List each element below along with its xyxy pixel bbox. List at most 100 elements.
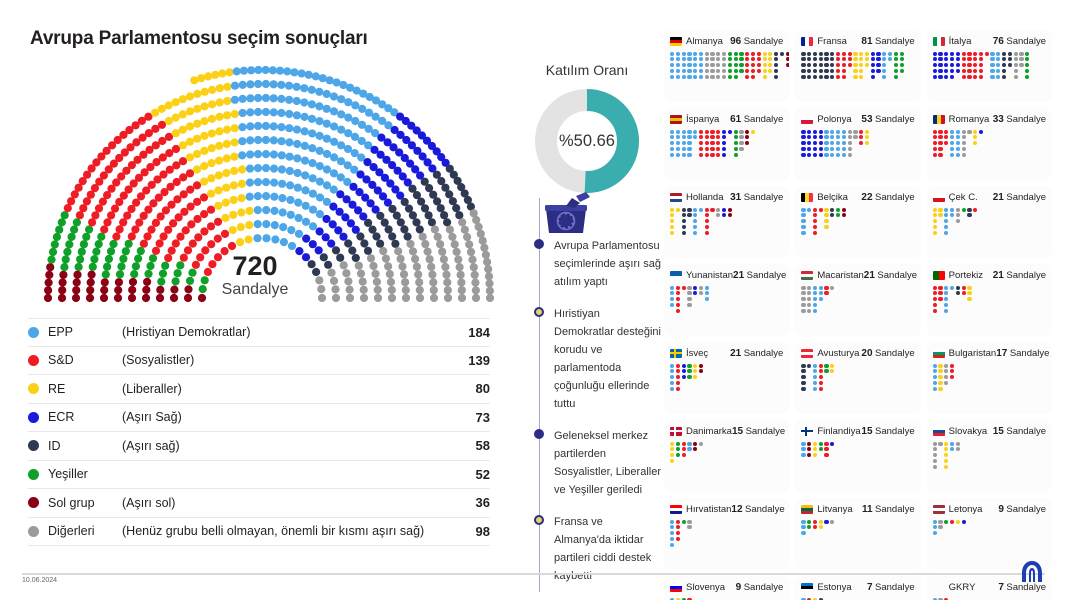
seat-column [807,285,812,313]
seat-column [801,51,806,79]
footer-date: 10.06.2024 [22,577,58,584]
seat-dot [950,74,955,79]
seat-dot [864,129,870,134]
seat-dot [704,224,709,230]
country-name: İsveç [686,348,709,359]
seat-column [750,51,756,79]
seat-dot [687,369,692,374]
seat-dot [801,369,806,374]
seat-dot [693,375,698,380]
flag-icon-se [670,349,682,358]
seat-dot [801,297,806,302]
country-card[interactable]: Yunanistan 21 Sandalye [664,264,790,336]
country-card[interactable]: İsveç 21 Sandalye [664,342,790,414]
country-card[interactable]: GKRY 7 Sandalye [926,576,1052,600]
seat-column [967,51,972,79]
country-card[interactable]: Letonya 9 Sandalye [926,498,1052,570]
seat-dot [710,129,715,134]
seat-dot [853,63,858,68]
country-card[interactable]: Belçika 22 Sandalye [795,186,921,258]
seat-column [693,285,698,296]
country-card[interactable]: İspanya 61 Sandalye [664,108,790,180]
seat-dot [687,51,692,56]
seat-dot [899,63,904,68]
seat-dot [670,525,675,530]
seat-dot [830,146,835,152]
country-seat-grid [670,441,783,464]
seat-dot [722,213,727,218]
seat-column [722,129,727,157]
country-card[interactable]: Fransa 81 Sandalye [795,30,921,102]
legend-color-dot [28,525,39,537]
country-name: Fransa [817,36,847,47]
country-seat-count: 15 [861,426,873,437]
seat-column [812,285,818,313]
seat-dot [681,597,686,600]
country-card[interactable]: Slovenya 9 Sandalye [664,576,790,600]
seat-dot [938,152,943,157]
country-seat-info: 9 Sandalye [998,504,1046,515]
country-card[interactable]: Litvanya 11 Sandalye [795,498,921,570]
seat-dot [899,51,904,56]
seat-column [675,597,680,600]
country-card[interactable]: Macaristan 21 Sandalye [795,264,921,336]
country-seat-info: 21 Sandalye [993,192,1046,203]
legend-party-name: Diğerleri [48,524,95,539]
country-name: Slovenya [686,582,726,593]
seat-dot [687,63,692,68]
seat-dot [675,386,680,391]
legend-row: ECR (Aşırı Sağ) 73 [28,404,490,432]
seat-dot [698,285,704,290]
seat-dot [938,74,943,79]
seat-dot [938,213,943,218]
seat-dot [932,447,937,452]
country-card[interactable]: Avusturya 20 Sandalye [795,342,921,414]
country-seat-info: 53 Sandalye [861,114,914,125]
seat-dot [859,74,864,79]
seat-dot [704,207,709,212]
country-card[interactable]: Polonya 53 Sandalye [795,108,921,180]
country-card[interactable]: Danimarka 15 Sandalye [664,420,790,492]
country-card[interactable]: Portekiz 21 Sandalye [926,264,1052,336]
seat-dot [1002,57,1007,62]
country-card[interactable]: Estonya 7 Sandalye [795,576,921,600]
seat-dot [824,363,829,368]
seat-dot [955,519,960,524]
seat-dot [675,363,680,368]
seat-dot [950,146,955,152]
country-card[interactable]: Çek C. 21 Sandalye [926,186,1052,258]
seat-dot [818,447,823,452]
legend-color-dot [28,383,39,395]
seat-column [853,51,858,79]
seat-dot [932,302,937,308]
seat-column [853,129,858,140]
seat-dot [836,146,841,152]
country-card[interactable]: Bulgaristan 17 Sandalye [926,342,1052,414]
country-card[interactable]: Finlandiya 15 Sandalye [795,420,921,492]
country-seat-info: 21 Sandalye [993,270,1046,281]
country-name: Hırvatistan [686,504,732,515]
country-seat-info: 21 Sandalye [733,270,786,281]
seat-dot [836,152,841,157]
seat-dot [812,68,818,74]
legend-row: ID (Aşırı sağ) 58 [28,432,490,461]
seat-column [938,441,943,446]
seat-dot [859,57,864,62]
seat-dot [864,141,870,146]
seat-dot [938,597,943,600]
seat-column [704,285,709,302]
seat-dot [961,146,966,152]
country-card[interactable]: İtalya 76 Sandalye [926,30,1052,102]
country-card[interactable]: Slovakya 15 Sandalye [926,420,1052,492]
seat-dot [801,380,806,386]
seat-dot [944,63,949,68]
seat-dot [670,531,675,536]
seat-dot [841,213,846,218]
country-card[interactable]: Hırvatistan 12 Sandalye [664,498,790,570]
country-card[interactable]: Almanya 96 Sandalye [664,30,790,102]
country-card[interactable]: Hollanda 31 Sandalye [664,186,790,258]
seat-dot [961,129,966,134]
seat-dot [675,519,680,524]
country-card[interactable]: Romanya 33 Sandalye [926,108,1052,180]
seat-column [944,285,949,313]
